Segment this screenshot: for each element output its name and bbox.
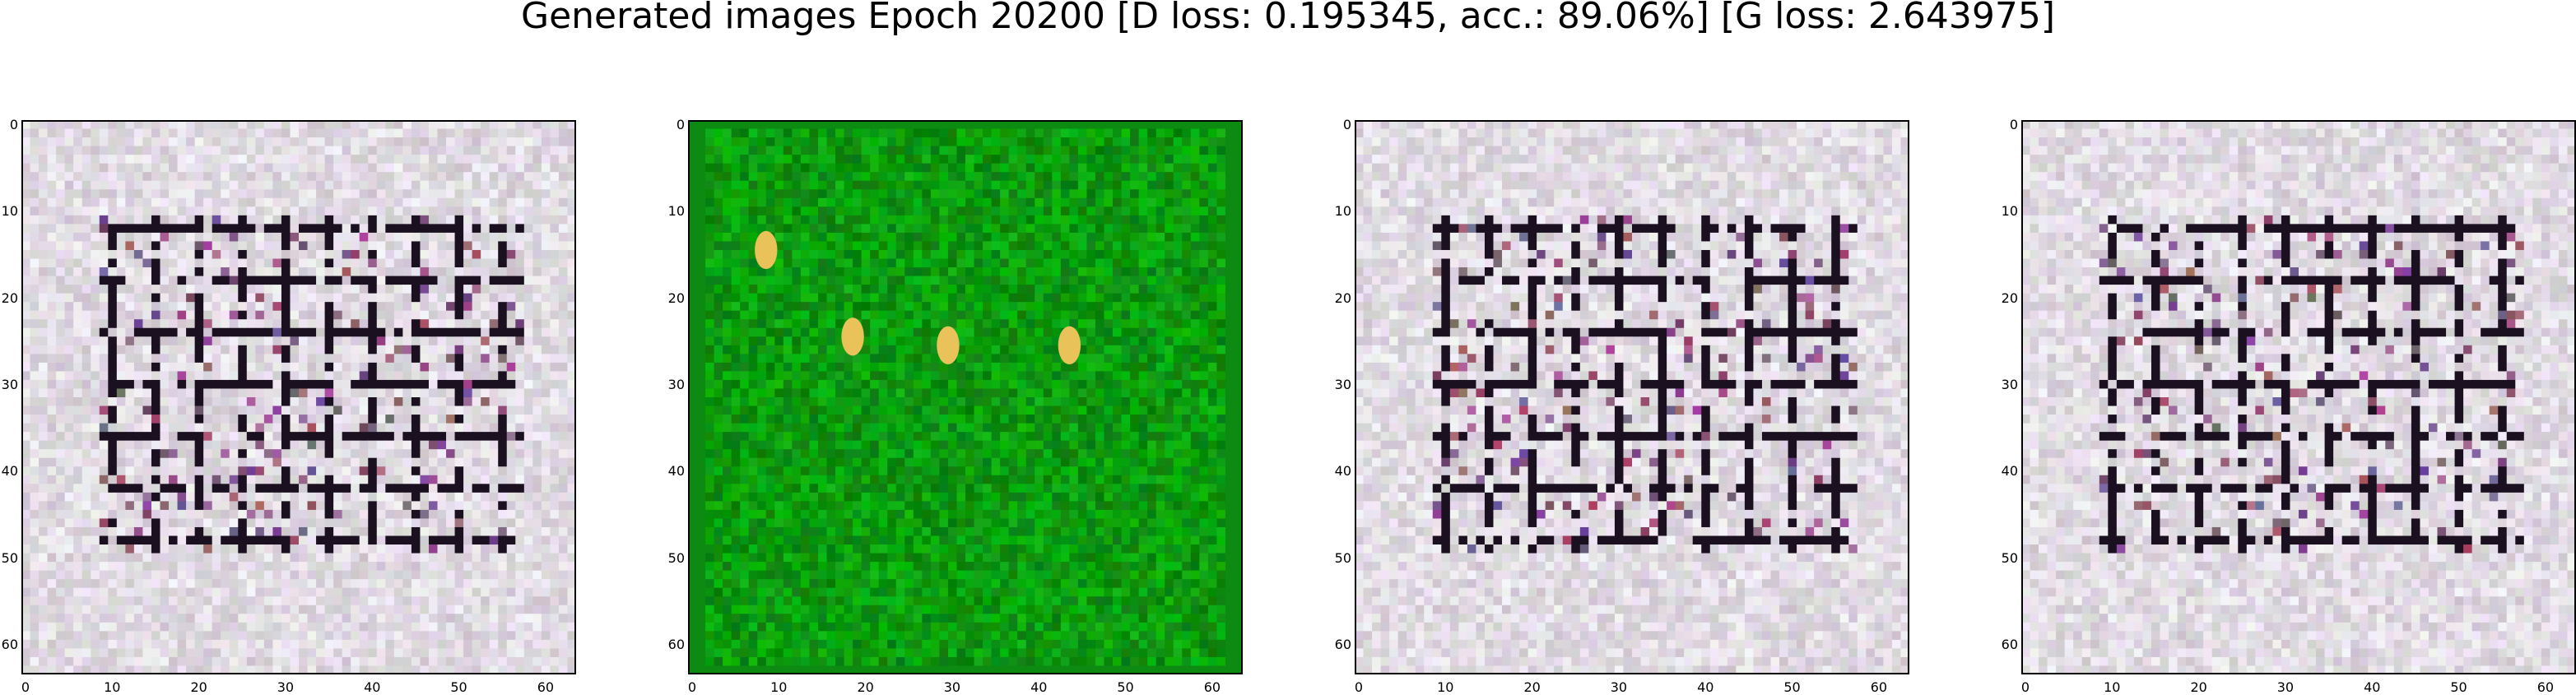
x-tick-label: 10: [1437, 679, 1454, 695]
y-tick-label: 60: [667, 636, 685, 652]
figure-title: Generated images Epoch 20200 [D loss: 0.…: [520, 0, 2056, 37]
highlight-spot-1: [755, 230, 778, 270]
x-tick-label: 20: [857, 679, 874, 695]
y-tick-label: 20: [1334, 290, 1351, 306]
x-tick-label: 60: [1203, 679, 1221, 695]
y-tick-label: 30: [2001, 376, 2018, 392]
x-tick-label: 20: [2190, 679, 2207, 695]
x-tick-label: 60: [537, 679, 555, 695]
y-tick-label: 30: [1334, 376, 1351, 392]
y-tick-label: 40: [2001, 463, 2018, 480]
x-tick-label: 50: [2450, 679, 2467, 695]
x-tick-label: 30: [277, 679, 295, 695]
x-tick-label: 40: [1030, 679, 1048, 695]
axes-frame: [2021, 120, 2576, 674]
x-tick-label: 50: [450, 679, 467, 695]
generated-image-1: [21, 120, 576, 674]
x-tick-label: 30: [943, 679, 961, 695]
x-tick-label: 40: [2364, 679, 2381, 695]
y-tick-label: 40: [1, 463, 18, 480]
x-tick-label: 20: [1523, 679, 1541, 695]
generated-image-3: [1355, 120, 1909, 674]
y-tick-label: 0: [2009, 117, 2018, 132]
pixel-grid: [1355, 120, 1909, 674]
highlight-spot-3: [937, 326, 960, 364]
x-tick-label: 50: [1117, 679, 1134, 695]
x-tick-label: 30: [2276, 679, 2295, 695]
x-tick-label: 60: [2536, 679, 2555, 695]
axes-frame: [21, 120, 576, 674]
axes-frame: [688, 120, 1243, 674]
x-tick-label: 50: [1783, 679, 1801, 695]
axes-frame: [1355, 120, 1909, 674]
x-tick-label: 10: [2104, 679, 2121, 695]
y-tick-label: 0: [9, 117, 18, 132]
x-tick-label: 10: [770, 679, 788, 695]
y-tick-label: 60: [1334, 636, 1351, 652]
y-tick-label: 50: [667, 549, 685, 566]
y-tick-label: 50: [1334, 549, 1351, 566]
generated-image-2: [688, 120, 1243, 674]
x-tick-label: 20: [190, 679, 207, 695]
pixel-grid: [2021, 120, 2576, 674]
y-tick-label: 60: [1, 636, 18, 652]
x-tick-label: 40: [364, 679, 381, 695]
x-tick-label: 0: [2020, 679, 2030, 695]
y-tick-label: 30: [667, 376, 685, 392]
highlight-spot-4: [1058, 326, 1081, 364]
y-tick-label: 60: [2001, 636, 2018, 652]
x-tick-label: 0: [1354, 679, 1364, 695]
y-tick-label: 20: [667, 290, 685, 306]
x-tick-label: 10: [104, 679, 121, 695]
generated-image-panel-3: [1355, 120, 1909, 674]
generated-image-panel-1: [21, 120, 576, 674]
y-tick-label: 10: [1334, 203, 1351, 220]
highlight-spot-2: [841, 317, 864, 356]
y-tick-label: 10: [1, 203, 18, 220]
y-tick-label: 50: [1, 549, 18, 566]
x-tick-label: 60: [1870, 679, 1888, 695]
generated-image-panel-4: [2021, 120, 2576, 674]
generated-image-panel-2: [688, 120, 1243, 674]
y-tick-label: 20: [1, 290, 18, 306]
pixel-grid: [688, 120, 1243, 674]
y-tick-label: 50: [2001, 549, 2018, 566]
y-tick-label: 0: [676, 117, 685, 132]
y-tick-label: 40: [667, 463, 685, 480]
y-tick-label: 10: [2001, 203, 2018, 220]
y-tick-label: 40: [1334, 463, 1351, 480]
x-tick-label: 0: [687, 679, 697, 695]
pixel-grid: [21, 120, 576, 674]
y-tick-label: 0: [1342, 117, 1351, 132]
x-tick-label: 40: [1697, 679, 1714, 695]
y-tick-label: 30: [1, 376, 18, 392]
y-tick-label: 10: [667, 203, 685, 220]
x-tick-label: 30: [1610, 679, 1628, 695]
x-tick-label: 0: [21, 679, 30, 695]
y-tick-label: 20: [2001, 290, 2018, 306]
generated-image-4: [2021, 120, 2576, 674]
